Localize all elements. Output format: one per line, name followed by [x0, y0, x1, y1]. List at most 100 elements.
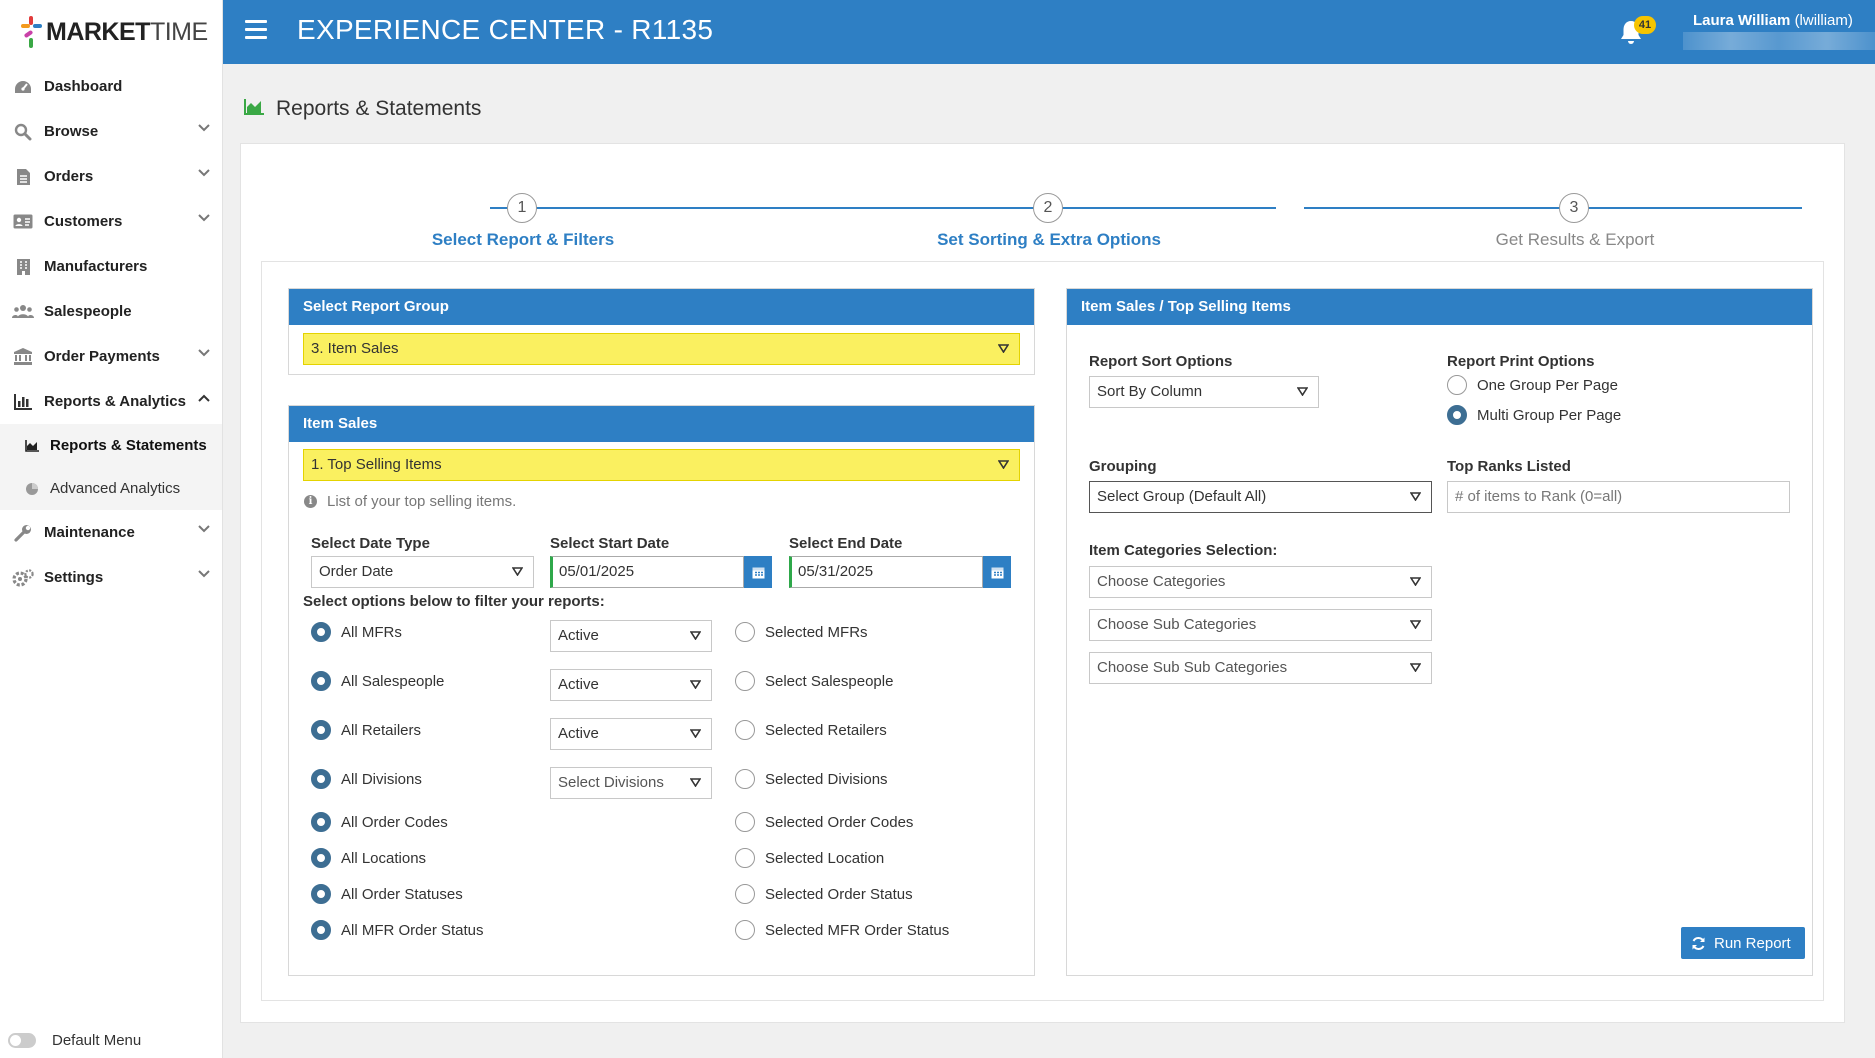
- brand-logo[interactable]: MARKETTIME: [0, 0, 222, 64]
- radio-label: All Locations: [341, 849, 427, 867]
- salespeople-status-select[interactable]: Active: [550, 669, 712, 701]
- sidebar-item-label: Customers: [44, 213, 123, 230]
- radio-selected-location[interactable]: Selected Location: [735, 848, 884, 868]
- radio-all-mfr-order-status[interactable]: All MFR Order Status: [311, 920, 484, 940]
- radio-selected-divisions[interactable]: Selected Divisions: [735, 769, 888, 789]
- step-3-circle[interactable]: 3: [1559, 193, 1589, 223]
- document-icon: [12, 168, 34, 186]
- step-3-label[interactable]: Get Results & Export: [1495, 230, 1655, 249]
- panel-heading: Item Sales: [289, 406, 1034, 442]
- mfr-status-select[interactable]: Active: [550, 620, 712, 652]
- top-ranks-input[interactable]: # of items to Rank (0=all): [1447, 481, 1790, 513]
- building-icon: [12, 258, 34, 276]
- sidebar-item-label: Maintenance: [44, 524, 135, 541]
- retailers-status-select[interactable]: Active: [550, 718, 712, 750]
- select-value: Active: [558, 676, 599, 693]
- default-menu-label: Default Menu: [52, 1031, 142, 1049]
- select-value: Choose Sub Sub Categories: [1097, 659, 1288, 676]
- report-description-text: List of your top selling items.: [327, 493, 517, 510]
- id-card-icon: [12, 214, 34, 229]
- default-menu-toggle[interactable]: Default Menu: [8, 1026, 141, 1054]
- sidebar-item-dashboard[interactable]: Dashboard: [0, 64, 222, 109]
- caret-down-icon: [690, 729, 701, 738]
- sidebar-item-label: Orders: [44, 168, 94, 185]
- sidebar-item-reports-analytics[interactable]: Reports & Analytics: [0, 379, 222, 424]
- radio-selected-mfr-order-status[interactable]: Selected MFR Order Status: [735, 920, 949, 940]
- select-value: Sort By Column: [1097, 383, 1203, 400]
- radio-label: Selected Order Codes: [765, 813, 914, 831]
- menu-toggle-icon[interactable]: [245, 20, 267, 40]
- radio-all-locations[interactable]: All Locations: [311, 848, 426, 868]
- sidebar-item-orders[interactable]: Orders: [0, 154, 222, 199]
- caret-down-icon: [512, 567, 523, 576]
- area-chart-icon: [24, 439, 40, 452]
- step-1-label[interactable]: Select Report & Filters: [431, 230, 615, 249]
- grouping-label: Grouping: [1089, 458, 1157, 475]
- radio-all-order-codes[interactable]: All Order Codes: [311, 812, 448, 832]
- sort-options-select[interactable]: Sort By Column: [1089, 376, 1319, 408]
- end-date-calendar-button[interactable]: [983, 556, 1011, 588]
- sidebar-item-maintenance[interactable]: Maintenance: [0, 510, 222, 555]
- panel-heading: Select Report Group: [289, 289, 1034, 325]
- sidebar-item-advanced-analytics[interactable]: Advanced Analytics: [0, 467, 222, 510]
- radio-selected-order-codes[interactable]: Selected Order Codes: [735, 812, 913, 832]
- chevron-down-icon: [198, 124, 210, 132]
- radio-select-salespeople[interactable]: Select Salespeople: [735, 671, 893, 691]
- radio-selected-retailers[interactable]: Selected Retailers: [735, 720, 887, 740]
- step-2-label[interactable]: Set Sorting & Extra Options: [937, 230, 1161, 249]
- select-value: Choose Sub Categories: [1097, 616, 1257, 633]
- sidebar-item-label: Settings: [44, 569, 104, 586]
- radio-one-group-per-page[interactable]: One Group Per Page: [1447, 375, 1618, 395]
- divisions-select[interactable]: Select Divisions: [550, 767, 712, 799]
- user-menu[interactable]: Laura William (lwilliam): [1693, 12, 1853, 29]
- grouping-select[interactable]: Select Group (Default All): [1089, 481, 1432, 513]
- user-login: (lwilliam): [1794, 12, 1853, 29]
- bar-chart-icon: [12, 393, 34, 410]
- radio-label: All Retailers: [341, 721, 422, 739]
- end-date-input[interactable]: 05/31/2025: [789, 556, 983, 588]
- sidebar-item-manufacturers[interactable]: Manufacturers: [0, 244, 222, 289]
- radio-all-retailers[interactable]: All Retailers: [311, 720, 421, 740]
- report-group-select[interactable]: 3. Item Sales: [303, 333, 1020, 365]
- radio-multi-group-per-page[interactable]: Multi Group Per Page: [1447, 405, 1621, 425]
- sidebar-item-salespeople[interactable]: Salespeople: [0, 289, 222, 334]
- sidebar-item-reports-statements[interactable]: Reports & Statements: [0, 424, 222, 467]
- top-ranks-label: Top Ranks Listed: [1447, 458, 1571, 475]
- sidebar-item-browse[interactable]: Browse: [0, 109, 222, 154]
- radio-all-salespeople[interactable]: All Salespeople: [311, 671, 444, 691]
- radio-selected-order-status[interactable]: Selected Order Status: [735, 884, 913, 904]
- step-1-circle[interactable]: 1: [507, 193, 537, 223]
- sidebar-item-label: Salespeople: [44, 303, 132, 320]
- sidebar-item-customers[interactable]: Customers: [0, 199, 222, 244]
- run-report-button[interactable]: Run Report: [1681, 927, 1805, 959]
- marketime-logo-icon: [20, 14, 42, 50]
- categories-select[interactable]: Choose Categories: [1089, 566, 1432, 598]
- users-icon: [12, 304, 34, 319]
- end-date-label: Select End Date: [789, 535, 903, 552]
- radio-all-order-statuses[interactable]: All Order Statuses: [311, 884, 463, 904]
- toggle-switch-icon[interactable]: [8, 1032, 36, 1048]
- sidebar-item-settings[interactable]: Settings: [0, 555, 222, 600]
- chevron-down-icon: [198, 570, 210, 578]
- sidebar-item-label: Advanced Analytics: [50, 480, 181, 497]
- report-type-select[interactable]: 1. Top Selling Items: [303, 449, 1020, 481]
- date-type-label: Select Date Type: [311, 535, 430, 552]
- radio-all-divisions[interactable]: All Divisions: [311, 769, 422, 789]
- caret-down-icon: [998, 344, 1009, 353]
- radio-selected-mfrs[interactable]: Selected MFRs: [735, 622, 868, 642]
- radio-all-mfrs[interactable]: All MFRs: [311, 622, 402, 642]
- radio-label: Selected Order Status: [765, 885, 913, 903]
- start-date-label: Select Start Date: [550, 535, 670, 552]
- sub-categories-select[interactable]: Choose Sub Categories: [1089, 609, 1432, 641]
- start-date-input[interactable]: 05/01/2025: [550, 556, 744, 588]
- select-value: 3. Item Sales: [311, 340, 399, 357]
- sub-sub-categories-select[interactable]: Choose Sub Sub Categories: [1089, 652, 1432, 684]
- sidebar-item-order-payments[interactable]: Order Payments: [0, 334, 222, 379]
- radio-label: Selected MFRs: [765, 623, 868, 641]
- start-date-calendar-button[interactable]: [744, 556, 772, 588]
- chevron-down-icon: [198, 525, 210, 533]
- print-options-label: Report Print Options: [1447, 353, 1595, 370]
- date-type-select[interactable]: Order Date: [311, 556, 534, 588]
- radio-label: One Group Per Page: [1477, 376, 1618, 394]
- step-2-circle[interactable]: 2: [1033, 193, 1063, 223]
